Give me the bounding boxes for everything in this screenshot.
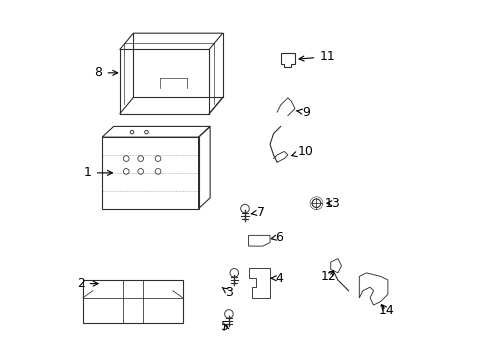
Text: 2: 2 — [77, 277, 98, 290]
Text: 7: 7 — [251, 206, 265, 219]
Text: 9: 9 — [296, 105, 310, 119]
Text: 4: 4 — [271, 272, 283, 285]
Text: 1: 1 — [84, 166, 112, 179]
Text: 12: 12 — [321, 270, 337, 283]
Text: 13: 13 — [325, 197, 341, 210]
Text: 14: 14 — [378, 304, 394, 317]
Text: 10: 10 — [292, 145, 314, 158]
Text: 3: 3 — [222, 286, 233, 299]
Text: 6: 6 — [271, 231, 283, 244]
Text: 11: 11 — [299, 50, 335, 63]
Text: 8: 8 — [95, 66, 118, 79]
Text: 5: 5 — [221, 320, 229, 333]
